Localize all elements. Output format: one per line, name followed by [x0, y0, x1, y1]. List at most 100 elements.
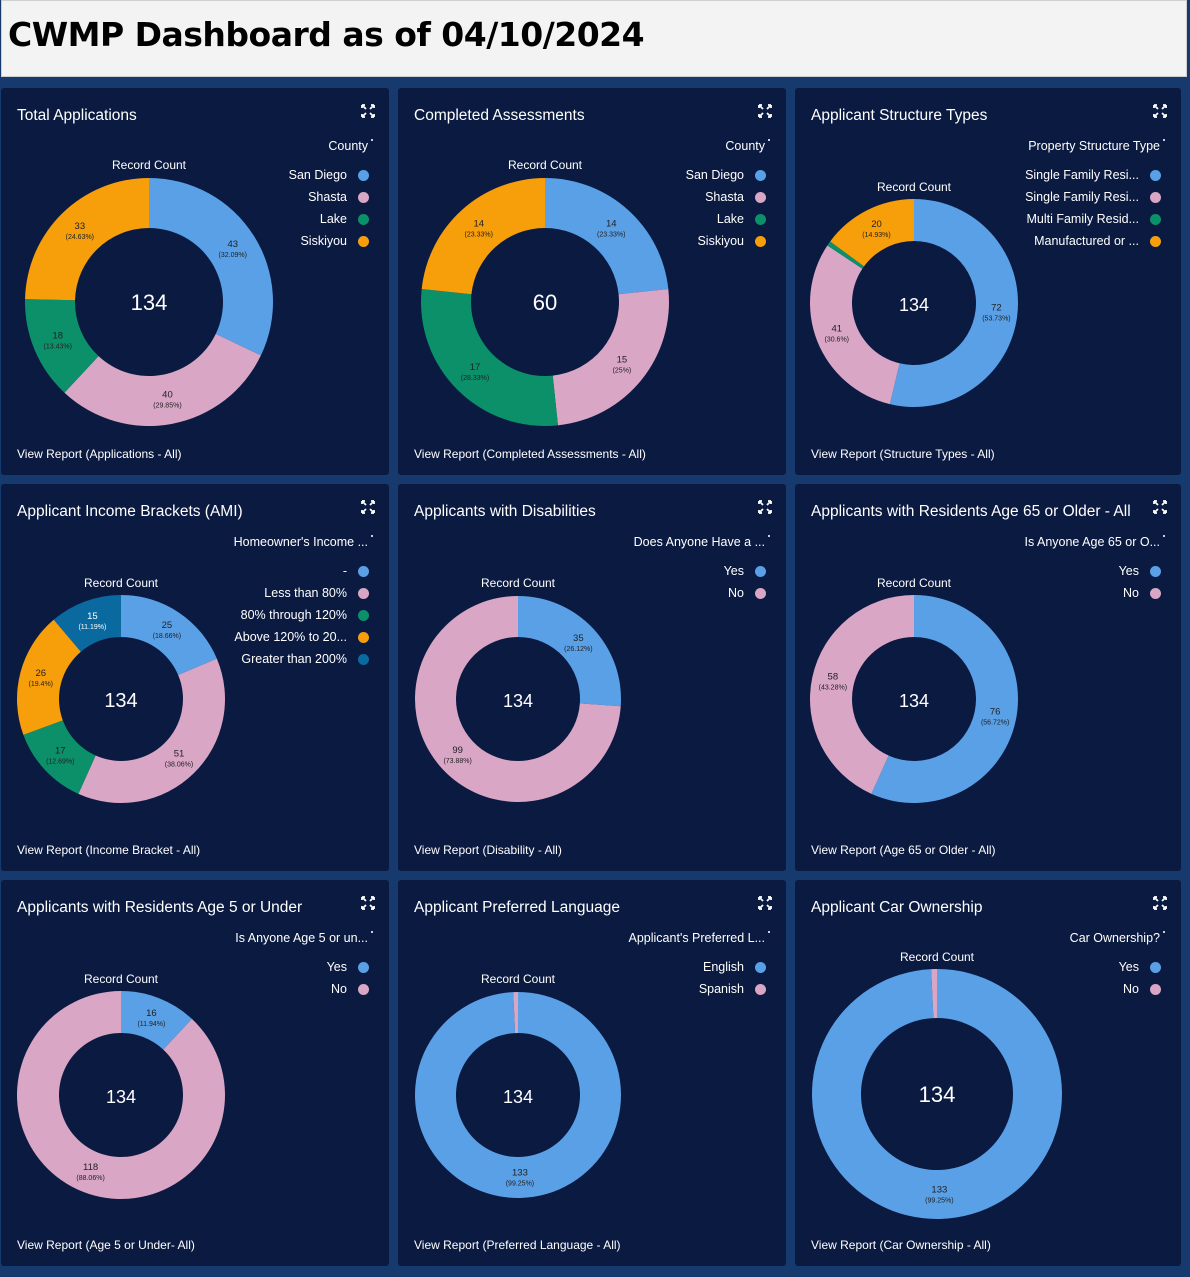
expand-icon[interactable] — [1153, 104, 1167, 118]
legend-item[interactable]: Single Family Resi... — [1025, 164, 1161, 186]
slice-percent-label: (30.6%) — [825, 336, 850, 343]
donut-slice-siskiyou[interactable] — [421, 178, 545, 295]
donut-slice-no[interactable] — [931, 969, 937, 1019]
slice-percent-label: (12.69%) — [46, 759, 74, 766]
expand-icon[interactable] — [361, 500, 375, 514]
legend-swatch — [1150, 565, 1161, 577]
donut-slice-shasta[interactable] — [64, 333, 261, 426]
legend-item[interactable]: Less than 80% — [234, 582, 369, 604]
legend-item[interactable]: Shasta — [686, 186, 766, 208]
donut-slice-spanish[interactable] — [513, 992, 518, 1034]
legend-item[interactable]: No — [724, 582, 766, 604]
view-report-link[interactable]: View Report (Applications - All) — [17, 447, 182, 461]
legend-item[interactable]: Siskiyou — [289, 230, 369, 252]
donut-slice-multi-family-resid[interactable] — [827, 241, 865, 269]
legend-swatch — [755, 565, 766, 577]
view-report-link[interactable]: View Report (Age 5 or Under- All) — [17, 1238, 195, 1252]
expand-icon[interactable] — [758, 104, 772, 118]
card-title: Completed Assessments — [414, 107, 585, 124]
record-count-label: Record Count — [480, 576, 556, 590]
legend-item[interactable]: Single Family Resi... — [1025, 186, 1161, 208]
legend-item-label: Lake — [716, 212, 744, 226]
donut-slice-no[interactable] — [415, 596, 621, 802]
legend-item[interactable]: Spanish — [699, 978, 766, 1000]
legend-item[interactable]: No — [1119, 978, 1161, 1000]
donut-slice-san-diego[interactable] — [149, 178, 273, 356]
donut-slice-siskiyou[interactable] — [25, 178, 150, 301]
donut-slice-yes[interactable] — [871, 595, 1018, 803]
legend-item-label: Siskiyou — [300, 234, 347, 248]
donut-slice-shasta[interactable] — [552, 289, 669, 426]
donut-slice-lake[interactable] — [24, 299, 99, 393]
legend-swatch — [358, 213, 369, 225]
legend-item[interactable]: Multi Family Resid... — [1025, 208, 1161, 230]
legend-item[interactable]: Shasta — [289, 186, 369, 208]
donut-slice-less-than-80[interactable] — [78, 658, 225, 803]
donut-slice-yes[interactable] — [518, 596, 621, 707]
legend-item[interactable]: - — [234, 560, 369, 582]
expand-icon[interactable] — [1153, 896, 1167, 910]
legend: - Less than 80% 80% through 120% Above 120%… — [234, 560, 369, 670]
view-report-link[interactable]: View Report (Completed Assessments - All… — [414, 447, 646, 461]
view-report-link[interactable]: View Report (Income Bracket - All) — [17, 843, 201, 857]
legend-item[interactable]: Yes — [327, 956, 369, 978]
view-report-link[interactable]: View Report (Structure Types - All) — [811, 447, 995, 461]
expand-icon[interactable] — [758, 896, 772, 910]
slice-percent-label: (99.25%) — [506, 1180, 534, 1187]
donut-slice-[interactable] — [121, 595, 217, 675]
donut-slice-english[interactable] — [415, 992, 621, 1198]
legend-item[interactable]: Lake — [686, 208, 766, 230]
donut-slice-yes[interactable] — [812, 969, 1063, 1219]
donut-slice-no[interactable] — [810, 595, 914, 794]
legend-swatch — [358, 609, 369, 621]
legend-item[interactable]: Greater than 200% — [234, 648, 369, 670]
legend-item[interactable]: English — [699, 956, 766, 978]
donut-slice-single-family-resi[interactable] — [889, 199, 1018, 407]
donut-total: 134 — [131, 290, 168, 315]
view-report-link[interactable]: View Report (Preferred Language - All) — [414, 1238, 621, 1252]
expand-icon[interactable] — [1153, 500, 1167, 514]
legend-item[interactable]: San Diego — [686, 164, 766, 186]
slice-value-label: 17 — [55, 746, 66, 757]
legend-title: County — [725, 139, 770, 153]
legend-item-label: No — [1123, 982, 1139, 996]
expand-icon[interactable] — [361, 104, 375, 118]
slice-percent-label: (19.4%) — [28, 681, 53, 688]
legend-item[interactable]: No — [1119, 582, 1161, 604]
donut-slice-no[interactable] — [17, 991, 225, 1199]
view-report-link[interactable]: View Report (Car Ownership - All) — [811, 1238, 991, 1252]
donut-slice-san-diego[interactable] — [545, 178, 669, 295]
legend-swatch — [358, 565, 369, 577]
donut-slice-lake[interactable] — [421, 289, 558, 426]
donut-slice-80-through-120[interactable] — [23, 720, 96, 794]
donut-slice-greater-than-200[interactable] — [53, 595, 121, 652]
legend-item[interactable]: Yes — [1119, 956, 1161, 978]
donut-slice-above-120-to-20[interactable] — [16, 619, 81, 735]
legend-item[interactable]: Yes — [724, 560, 766, 582]
view-report-link[interactable]: View Report (Age 65 or Older - All) — [811, 843, 996, 857]
legend-item-label: Yes — [1118, 960, 1139, 974]
slice-value-label: 118 — [83, 1162, 98, 1173]
legend-title: Is Anyone Age 65 or O... — [1024, 535, 1165, 549]
legend-item-label: Lake — [319, 212, 347, 226]
legend-item-label: No — [331, 982, 347, 996]
legend-swatch — [358, 631, 369, 643]
legend-item[interactable]: Yes — [1119, 560, 1161, 582]
donut-slice-manufactured-or[interactable] — [830, 199, 914, 267]
expand-icon[interactable] — [361, 896, 375, 910]
donut-slice-yes[interactable] — [121, 991, 192, 1050]
legend-item-label: Yes — [326, 960, 347, 974]
legend-item[interactable]: Siskiyou — [686, 230, 766, 252]
expand-icon[interactable] — [758, 500, 772, 514]
donut-slice-single-family-resi[interactable] — [810, 245, 900, 405]
legend-item[interactable]: Manufactured or ... — [1025, 230, 1161, 252]
view-report-link[interactable]: View Report (Disability - All) — [414, 843, 562, 857]
legend-item[interactable]: 80% through 120% — [234, 604, 369, 626]
legend-item-label: Siskiyou — [697, 234, 744, 248]
legend: Yes No — [1119, 560, 1161, 604]
legend: Yes No — [327, 956, 369, 1000]
legend-item[interactable]: Lake — [289, 208, 369, 230]
legend-item[interactable]: No — [327, 978, 369, 1000]
legend-item[interactable]: Above 120% to 20... — [234, 626, 369, 648]
legend-item[interactable]: San Diego — [289, 164, 369, 186]
